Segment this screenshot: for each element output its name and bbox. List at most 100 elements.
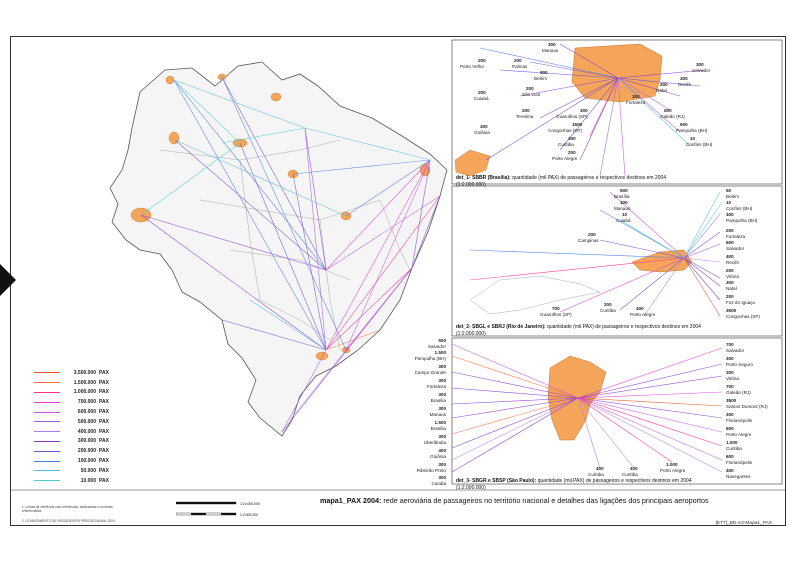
legend-line bbox=[34, 431, 60, 433]
legend: 3.500.000 PAX 1.500.000 PAX 1.000.000 PAX 700.… bbox=[34, 368, 109, 486]
legend-line bbox=[34, 470, 60, 472]
det3-label: 400 bbox=[630, 466, 638, 471]
det2-label: 200 bbox=[726, 294, 734, 299]
det1-caption: det_1- SBBR (Brasília): quantidade (mil.… bbox=[456, 175, 666, 188]
det2-label: Guarulhos (SP) bbox=[540, 312, 572, 317]
scale-text-1: 1:10.000.000 bbox=[240, 502, 260, 506]
det3-label: 300 bbox=[438, 462, 446, 467]
det3-bottom-labels: 400 Curitiba 400 Curitiba 1.000 Porto Al… bbox=[588, 462, 686, 477]
note-line1: 1. Linhas de referência com referências,… bbox=[22, 505, 113, 513]
det3-label: 400 bbox=[726, 468, 734, 473]
brazil-outline bbox=[109, 61, 448, 437]
note-line2: 2. LEVANTAMENTO DE PASSAGEIROS PERÍODO A… bbox=[22, 519, 115, 523]
det2-labels: 500 Brasília 100 Manaus 10 Cuiabá 200 Ca… bbox=[540, 188, 760, 319]
det3-label: 700 bbox=[726, 342, 734, 347]
legend-value: 500.000 bbox=[77, 418, 96, 425]
legend-unit: PAX bbox=[99, 477, 109, 484]
det2-label: Congonhas (SP) bbox=[726, 314, 760, 319]
det2-label: 500 bbox=[620, 188, 628, 193]
det1-labels: 300 Manaus 200 Porto Velho 200 Palmas 30… bbox=[460, 42, 713, 161]
legend-value: 100.000 bbox=[77, 458, 96, 465]
det1-label: Galeão (RJ) bbox=[660, 114, 685, 119]
det2-label: 400 bbox=[726, 254, 734, 259]
det2-label: 200 bbox=[588, 232, 596, 237]
det3-label: 300 bbox=[438, 475, 446, 480]
legend-row: 50.000 PAX bbox=[34, 466, 109, 476]
det1-label: Porto Velho bbox=[460, 64, 484, 69]
svg-text:det_1- SBBR (Brasília): quanti: det_1- SBBR (Brasília): quantidade (mil.… bbox=[456, 175, 666, 181]
det3-label: 300 bbox=[726, 370, 734, 375]
det1-label: Cuiabá bbox=[474, 96, 489, 101]
det1-label: 300 bbox=[568, 136, 576, 141]
det3-label: Curitiba bbox=[726, 446, 742, 451]
legend-row: 10.000 PAX bbox=[34, 476, 109, 486]
det2-label: Recife bbox=[726, 260, 739, 265]
legend-line bbox=[34, 460, 60, 462]
det2-label: 100 bbox=[620, 200, 628, 205]
det1-label: Porto Alegre bbox=[552, 156, 578, 161]
det1-label: Palmas bbox=[512, 64, 528, 69]
legend-unit: PAX bbox=[99, 389, 109, 396]
det3-label: Galeão (RJ) bbox=[726, 390, 751, 395]
det3-label: Salvador bbox=[726, 348, 745, 353]
det3-label: 300 bbox=[726, 412, 734, 417]
det1-label: 200 bbox=[478, 58, 486, 63]
det3-label: Brasília bbox=[431, 398, 447, 403]
flight-lines-main bbox=[140, 76, 441, 433]
det3-label: Porto Seguro bbox=[726, 362, 754, 367]
det1-label: Confins (BH) bbox=[686, 142, 713, 147]
legend-unit: PAX bbox=[99, 438, 109, 445]
det2-label: 200 bbox=[604, 302, 612, 307]
det2-caption-text: quantidade (mil.PAX) de passageiros e re… bbox=[546, 324, 701, 330]
legend-value: 1.000.000 bbox=[73, 389, 96, 396]
det1-label: Recife bbox=[678, 82, 691, 87]
legend-value: 10.000 bbox=[80, 477, 96, 484]
det2-label: Confins (BH) bbox=[726, 206, 753, 211]
legend-value: 3.500.000 bbox=[73, 369, 96, 376]
legend-line bbox=[34, 401, 60, 403]
det2-label: 300 bbox=[726, 280, 734, 285]
det2-label: Cuiabá bbox=[616, 218, 631, 223]
det3-label: Florianópolis bbox=[726, 418, 753, 423]
det1-caption-title: det_1- SBBR (Brasília): bbox=[456, 175, 511, 181]
det2-label: Belém bbox=[726, 194, 739, 199]
det3-label: 3500 bbox=[726, 398, 737, 403]
det1-label: 1500 bbox=[572, 122, 583, 127]
det3-label: Campo Grande bbox=[415, 370, 447, 375]
det2-label: 3500 bbox=[726, 308, 737, 313]
det1-label: 200 bbox=[478, 90, 486, 95]
det2-label: Pampulha (BH) bbox=[726, 218, 758, 223]
det3-label: 1.000 bbox=[666, 462, 678, 467]
legend-row: 100.000 PAX bbox=[34, 456, 109, 466]
legend-value: 1.500.000 bbox=[73, 379, 96, 386]
det2-label: Brasília bbox=[614, 194, 630, 199]
det3-label: 1.500 bbox=[435, 420, 447, 425]
det1-label: Congonhas (SP) bbox=[548, 128, 582, 133]
det2-label: 600 bbox=[726, 240, 734, 245]
det1-label: 300 bbox=[548, 42, 556, 47]
legend-unit: PAX bbox=[99, 399, 109, 406]
det1-caption-text: quantidade (mil.PAX) de passageiros e re… bbox=[511, 175, 666, 181]
det1-label: 300 bbox=[696, 62, 704, 67]
det1-label: 300 bbox=[540, 70, 548, 75]
det2-caption-title: det_2- SBGL e SBRJ (Rio de Janeiro): bbox=[456, 324, 546, 330]
det3-label: Brasília bbox=[431, 426, 447, 431]
det3-label: 300 bbox=[438, 392, 446, 397]
det1-label: Goiânia bbox=[474, 130, 490, 135]
legend-value: 200.000 bbox=[77, 448, 96, 455]
legend-unit: PAX bbox=[99, 369, 109, 376]
det2-label: Vitória bbox=[726, 274, 739, 279]
legend-line bbox=[34, 382, 60, 384]
legend-row: 200.000 PAX bbox=[34, 446, 109, 456]
det3-label: Santos Dumont (RJ) bbox=[726, 404, 768, 409]
det1-label: Fortaleza bbox=[626, 100, 646, 105]
det1-label: Pampulha (BH) bbox=[676, 128, 708, 133]
det3-label: 400 bbox=[438, 448, 446, 453]
legend-value: 600.000 bbox=[77, 409, 96, 416]
legend-unit: PAX bbox=[99, 448, 109, 455]
det3-caption: det_3- SBGR e SBSP (São Paulo): quantida… bbox=[456, 478, 692, 491]
det2-label: Natal bbox=[726, 286, 737, 291]
legend-row: 300.000 PAX bbox=[34, 437, 109, 447]
det3-label: Fortaleza bbox=[427, 384, 447, 389]
